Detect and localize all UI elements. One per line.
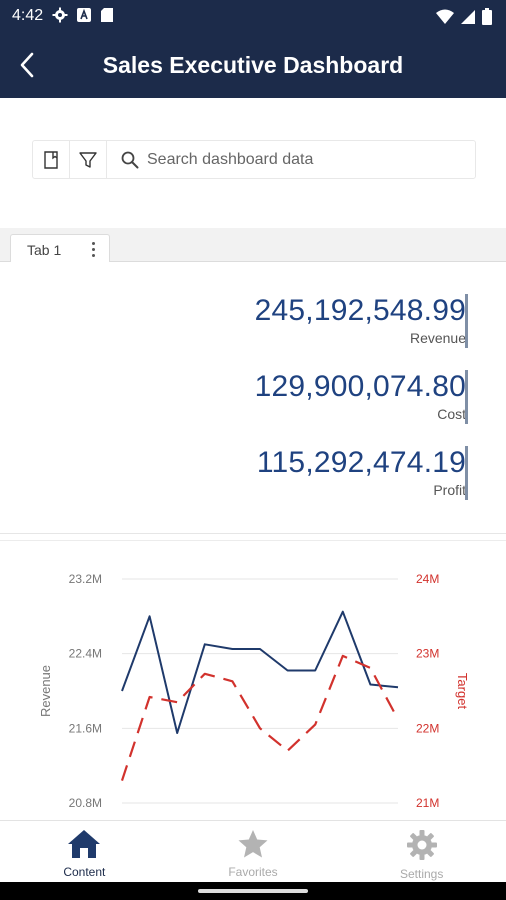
bookmark-button[interactable] — [33, 141, 70, 178]
gear-icon — [52, 7, 68, 23]
kpi-label: Revenue — [409, 330, 466, 346]
font-a-icon — [77, 8, 91, 22]
nav-favorites[interactable]: Favorites — [169, 821, 338, 882]
chart-panel: 23.2M 24M 22.4M 23M 21.6M 22M 20.8M 21M Revenue T… — [0, 540, 506, 820]
bottom-navigation: Content Favorites Settings — [0, 820, 506, 882]
tab-label: Tab 1 — [27, 242, 62, 258]
home-indicator — [198, 889, 308, 893]
y-tick-label-left: 20.8M — [69, 796, 102, 810]
tab-strip: Tab 1 — [0, 228, 506, 263]
kpi-indicator-bar — [465, 294, 468, 348]
search-box[interactable] — [107, 141, 475, 178]
revenue-target-chart[interactable]: 23.2M 24M 22.4M 23M 21.6M 22M 20.8M 21M Revenue T… — [0, 541, 506, 821]
filter-icon — [79, 151, 97, 168]
kpi-indicator-bar — [465, 446, 468, 500]
app-bar: Sales Executive Dashboard — [0, 32, 506, 98]
y-tick-label-left: 22.4M — [69, 647, 102, 661]
y-tick-label-left: 21.6M — [69, 721, 102, 735]
kpi-label: Profit — [433, 482, 466, 498]
kpi-revenue[interactable]: 245,192,548.99 Revenue — [66, 294, 466, 346]
filter-button[interactable] — [70, 141, 107, 178]
dashboard-toolbar — [32, 140, 476, 179]
series-line-revenue — [121, 610, 399, 734]
battery-icon — [482, 8, 492, 25]
y-tick-label-right: 21M — [416, 796, 439, 810]
tab-1[interactable]: Tab 1 — [10, 234, 110, 263]
kpi-value: 129,900,074.80 — [254, 370, 466, 403]
nav-label: Settings — [400, 867, 444, 881]
status-bar: 4:42 — [0, 0, 506, 32]
kpi-value: 245,192,548.99 — [254, 294, 466, 327]
back-button[interactable] — [10, 47, 46, 83]
more-vert-icon — [91, 241, 95, 245]
gear-icon — [406, 830, 437, 860]
kpi-panel: 245,192,548.99 Revenue 129,900,074.80 Co… — [0, 262, 506, 534]
notification-icons — [52, 7, 114, 23]
star-icon — [238, 830, 268, 858]
series-line-target — [120, 654, 399, 781]
system-icons — [436, 8, 492, 25]
y-tick-label-left: 23.2M — [69, 572, 102, 586]
gesture-bar — [0, 882, 506, 900]
y-axis-title-left: Revenue — [38, 665, 53, 717]
y-tick-label-right: 22M — [416, 721, 439, 735]
search-input[interactable] — [147, 150, 447, 169]
kpi-value: 115,292,474.19 — [256, 446, 466, 479]
sd-card-icon — [101, 8, 113, 22]
nav-content[interactable]: Content — [0, 821, 169, 882]
nav-settings[interactable]: Settings — [337, 821, 506, 882]
kpi-label: Cost — [437, 406, 466, 422]
kpi-profit[interactable]: 115,292,474.19 Profit — [66, 446, 466, 498]
search-icon — [121, 151, 139, 168]
kpi-indicator-bar — [465, 370, 468, 424]
nav-label: Favorites — [228, 865, 278, 879]
y-tick-label-right: 24M — [416, 572, 439, 586]
status-time: 4:42 — [12, 7, 44, 24]
home-icon — [68, 830, 101, 858]
y-tick-label-right: 23M — [416, 647, 439, 661]
kpi-cost[interactable]: 129,900,074.80 Cost — [66, 370, 466, 422]
wifi-icon — [436, 9, 454, 24]
signal-icon — [461, 9, 475, 24]
bookmark-icon — [44, 150, 58, 169]
page-title: Sales Executive Dashboard — [102, 52, 404, 78]
nav-label: Content — [63, 865, 106, 879]
tab-options-button[interactable] — [87, 240, 99, 258]
chevron-left-icon — [20, 52, 34, 78]
y-axis-title-right: Target — [455, 673, 470, 710]
